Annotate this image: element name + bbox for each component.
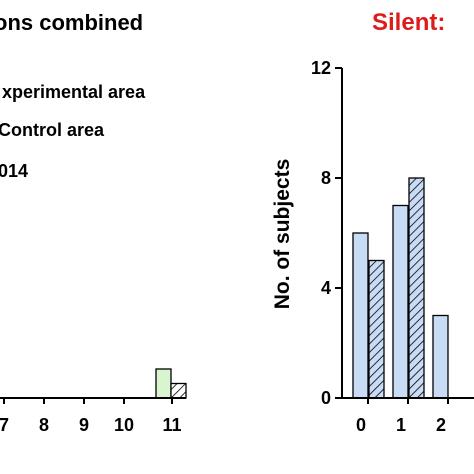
right-bar-experimental [432, 314, 449, 399]
right-bar-control [408, 177, 425, 399]
right-bar-experimental [392, 204, 409, 399]
right-y-tick-label: 12 [311, 58, 331, 78]
left-x-tick-label: 8 [39, 415, 49, 435]
right-x-ticks: 0 1 2 [356, 398, 449, 435]
legend-entry-control: Control area [0, 120, 105, 140]
right-y-tick-label: 4 [321, 278, 331, 298]
right-y-tick-label: 8 [321, 168, 331, 188]
left-x-tick-label: 9 [79, 415, 89, 435]
left-x-tick-label: 7 [0, 415, 9, 435]
left-x-tick-label: 11 [162, 415, 181, 435]
right-y-tick-label: 0 [321, 388, 331, 408]
right-bars [352, 177, 449, 399]
right-x-tick-label: 0 [356, 415, 366, 435]
left-bar-experimental [155, 368, 172, 399]
right-bar-control [368, 259, 385, 399]
left-panel: ons combined xperimental area Control ar… [0, 10, 187, 435]
left-chart-title: ons combined [0, 10, 143, 35]
right-x-tick-label: 1 [396, 415, 406, 435]
right-y-axis-label: No. of subjects [271, 159, 294, 310]
left-bar-control [170, 382, 187, 399]
left-bars [155, 368, 187, 399]
right-bar-experimental [352, 232, 369, 399]
legend-entry-year: 014 [0, 161, 28, 181]
left-x-ticks: 7 8 9 10 11 [0, 398, 182, 435]
left-legend: xperimental area Control area 014 [0, 82, 146, 181]
right-chart-title: Silent: [372, 9, 445, 36]
right-y-ticks: 0 4 8 12 [311, 58, 342, 408]
left-x-tick-label: 10 [114, 415, 134, 435]
right-x-tick-label: 2 [436, 415, 446, 435]
legend-entry-experimental: xperimental area [2, 82, 146, 102]
